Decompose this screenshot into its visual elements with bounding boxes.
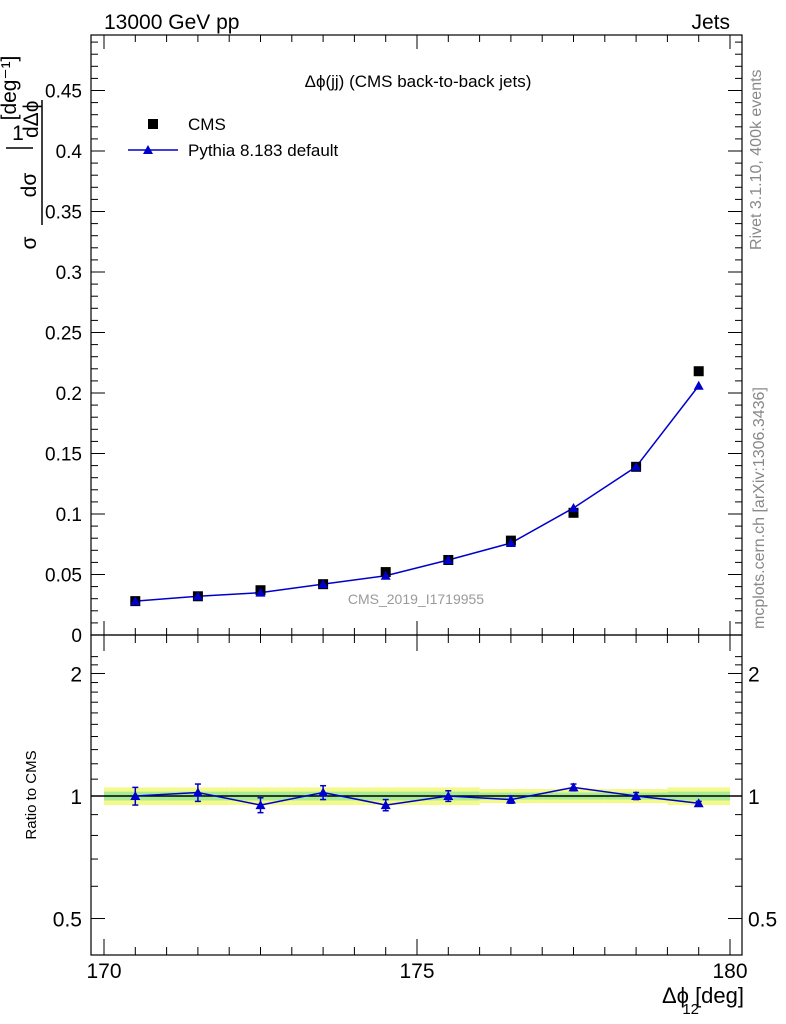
svg-text:σ: σ [18,236,41,249]
main-plot-title: Δϕ(jj) (CMS back-to-back jets) [305,72,532,91]
ratio-series-line [135,786,699,806]
ratio-data-point [443,791,454,800]
svg-text:[deg]: [deg] [695,983,744,1008]
legend-cms-marker [148,119,158,129]
header-right-label: Jets [691,11,730,34]
svg-text:12: 12 [682,1001,699,1018]
header-left-label: 13000 GeV pp [104,11,239,34]
legend-pythia-label: Pythia 8.183 default [188,141,339,160]
main-y-tick-label: 0.35 [45,203,82,224]
ratio-y-tick-label-right: 2 [748,663,760,686]
pythia-series-line [135,385,700,602]
legend-pythia-marker [143,145,153,154]
ratio-data-point [192,787,203,797]
ratio-data-point [130,791,141,800]
ratio-y-axis-label: Ratio to CMS [23,750,40,839]
svg-text:1: 1 [12,122,24,145]
svg-text:dΔϕ: dΔϕ [20,101,43,138]
ratio-data-point [568,782,579,792]
pythia-data-point [443,554,454,564]
mcplots-source-label: mcplots.cern.ch [arXiv:1306.3436] [751,387,768,629]
x-tick-label: 175 [399,960,434,983]
main-y-tick-label: 0.1 [56,505,82,526]
ratio-data-point [318,787,329,797]
main-y-tick-label: 0.3 [56,263,82,284]
pythia-data-point [380,570,391,580]
pythia-data-point [130,596,141,606]
ratio-y-tick-label-right: 0.5 [748,909,777,932]
cms-data-point [693,366,704,377]
pythia-data-point [631,461,642,471]
ratio-data-point [255,800,266,810]
main-y-tick-label: 0.25 [45,324,82,345]
x-tick-label: 170 [86,960,121,983]
cms-data-point [568,507,579,518]
rivet-version-label: Rivet 3.1.10, 400k events [748,69,765,250]
main-y-tick-label: 0.2 [56,384,82,405]
main-y-axis-label: 1 dσ σ dΔϕ [deg⁻¹] [0,56,43,250]
pythia-data-point [255,587,266,597]
x-axis-label: Δϕ 12 [deg] [662,983,744,1018]
ratio-y-tick-label: 1 [70,786,82,809]
pythia-data-point [505,538,516,548]
svg-text:dσ: dσ [18,173,41,198]
ratio-y-tick-label: 2 [70,663,82,686]
legend-cms-label: CMS [188,115,226,134]
x-tick-label: 180 [712,960,747,983]
ratio-y-tick-label-right: 1 [748,786,760,809]
main-y-tick-label: 0.4 [56,142,83,163]
analysis-watermark: CMS_2019_I1719955 [348,591,484,607]
main-y-tick-label: 0.15 [45,445,82,466]
svg-text:[deg⁻¹]: [deg⁻¹] [0,56,21,121]
ratio-data-point [693,798,704,808]
main-y-tick-label: 0.45 [45,82,82,103]
svg-text:Δϕ: Δϕ [662,983,689,1008]
pythia-data-point [318,579,329,589]
pythia-data-point [192,591,203,601]
main-y-tick-label: 0.05 [45,566,82,587]
main-y-tick-label: 0 [71,626,82,647]
pythia-data-point [693,380,704,390]
pythia-data-point [568,502,579,512]
ratio-data-point [380,800,391,810]
ratio-data-point [505,794,516,804]
ratio-data-point [631,791,642,800]
legend: CMS Pythia 8.183 default [128,115,339,160]
ratio-y-tick-label: 0.5 [53,909,82,932]
